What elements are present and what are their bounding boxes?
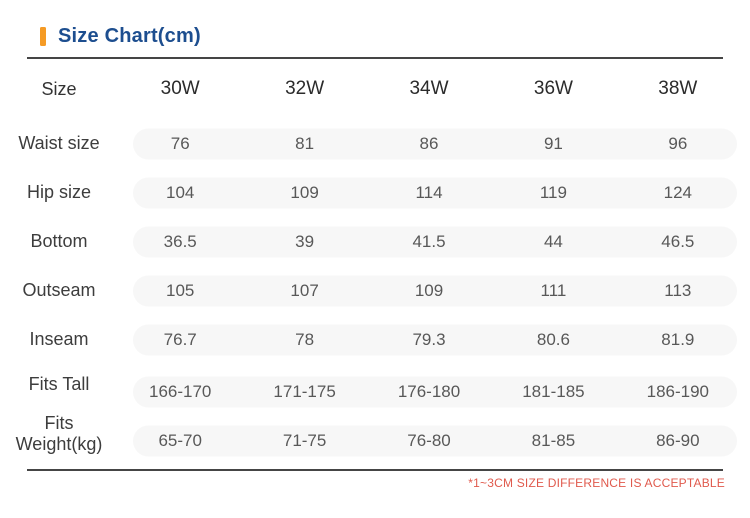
value-cell: 113	[664, 280, 692, 300]
table-header-cells: 30W 32W 34W 36W 38W	[118, 59, 740, 119]
row-cells: 36.5 39 41.5 44 46.5	[118, 217, 740, 266]
value-cell: 44	[543, 231, 563, 251]
value-cell: 76-80	[407, 430, 451, 450]
tolerance-note: *1~3CM SIZE DIFFERENCE IS ACCEPTABLE	[468, 476, 725, 490]
value-cell: 171-175	[273, 381, 336, 401]
row-values-pill	[133, 376, 737, 407]
value-cell: 41.5	[412, 231, 446, 251]
top-divider	[27, 57, 723, 59]
value-cell: 119	[539, 182, 567, 202]
value-cell: 76.7	[163, 329, 197, 349]
table-header-row: Size 30W 32W 34W 36W 38W	[0, 59, 750, 119]
row-values-pill	[133, 226, 737, 257]
row-values-pill	[133, 275, 737, 306]
row-cells: 76 81 86 91 96	[118, 119, 740, 168]
table-row: Waist size 76 81 86 91 96	[0, 119, 750, 168]
table-row: Outseam 105 107 109 111 113	[0, 266, 750, 315]
row-label: Waist size	[18, 133, 100, 153]
value-cell: 186-190	[646, 381, 710, 401]
value-cell: 111	[540, 280, 567, 300]
row-values-pill	[133, 128, 737, 159]
value-cell: 76	[170, 133, 190, 153]
size-table: Size 30W 32W 34W 36W 38W Waist size 76 81 86 91 9…	[0, 59, 750, 462]
value-cell: 78	[295, 329, 315, 349]
row-label: Inseam	[29, 329, 89, 349]
value-cell: 86	[419, 133, 439, 153]
table-row: Hip size 104 109 114 119 124	[0, 168, 750, 217]
column-header-38w: 38W	[658, 78, 698, 99]
value-cell: 86-90	[656, 430, 700, 450]
value-cell: 81.9	[661, 329, 695, 349]
value-cell: 65-70	[158, 430, 202, 450]
row-values-pill	[133, 425, 737, 456]
accent-bar	[40, 26, 46, 46]
column-header-34w: 34W	[409, 78, 449, 99]
value-cell: 71-75	[282, 430, 327, 450]
row-cells: 105 107 109 111 113	[118, 266, 740, 315]
value-cell: 109	[290, 182, 319, 202]
row-cells: 76.7 78 79.3 80.6 81.9	[118, 315, 740, 364]
value-cell: 96	[668, 133, 688, 153]
value-cell: 166-170	[149, 381, 212, 401]
size-header-label: Size	[41, 78, 77, 99]
value-cell: 46.5	[661, 231, 695, 251]
value-cell: 109	[414, 280, 444, 300]
column-header-36w: 36W	[533, 78, 573, 99]
table-row: Bottom 36.5 39 41.5 44 46.5	[0, 217, 750, 266]
row-values-pill	[133, 177, 737, 208]
table-row: Fits Weight(kg) 65-70 71-75 76-80 81-85 86-90	[0, 413, 750, 462]
row-values-pill	[133, 324, 737, 355]
row-label: Bottom	[30, 231, 88, 251]
table-row: Inseam 76.7 78 79.3 80.6 81.9	[0, 315, 750, 364]
row-label: Fits Tall	[28, 374, 90, 394]
value-cell: 124	[663, 182, 693, 202]
value-cell: 104	[166, 182, 195, 202]
page-title: Size Chart(cm)	[58, 24, 201, 47]
table-row: Fits Tall 166-170 171-175 176-180 181-185 186…	[0, 364, 750, 413]
page-header: Size Chart(cm)	[40, 22, 750, 50]
row-label: Hip size	[26, 182, 92, 202]
row-label: Outseam	[22, 280, 96, 300]
value-cell: 114	[415, 182, 443, 202]
value-cell: 91	[543, 133, 563, 153]
row-label: Fits Weight(kg)	[15, 412, 103, 454]
value-cell: 80.6	[536, 329, 570, 349]
table-body: Waist size 76 81 86 91 96 Hip size 104 109 114 119…	[0, 119, 750, 462]
column-header-30w: 30W	[160, 78, 200, 99]
value-cell: 176-180	[397, 381, 461, 401]
value-cell: 107	[290, 280, 319, 300]
bottom-divider	[27, 469, 723, 471]
value-cell: 39	[295, 231, 315, 251]
row-cells: 104 109 114 119 124	[118, 168, 740, 217]
column-header-32w: 32W	[285, 78, 325, 99]
value-cell: 105	[166, 280, 195, 300]
value-cell: 81-85	[531, 430, 576, 450]
value-cell: 181-185	[522, 381, 585, 401]
value-cell: 79.3	[412, 329, 446, 349]
row-cells: 65-70 71-75 76-80 81-85 86-90	[118, 416, 740, 465]
value-cell: 81	[295, 133, 315, 153]
value-cell: 36.5	[163, 231, 197, 251]
row-cells: 166-170 171-175 176-180 181-185 186-190	[118, 367, 740, 416]
